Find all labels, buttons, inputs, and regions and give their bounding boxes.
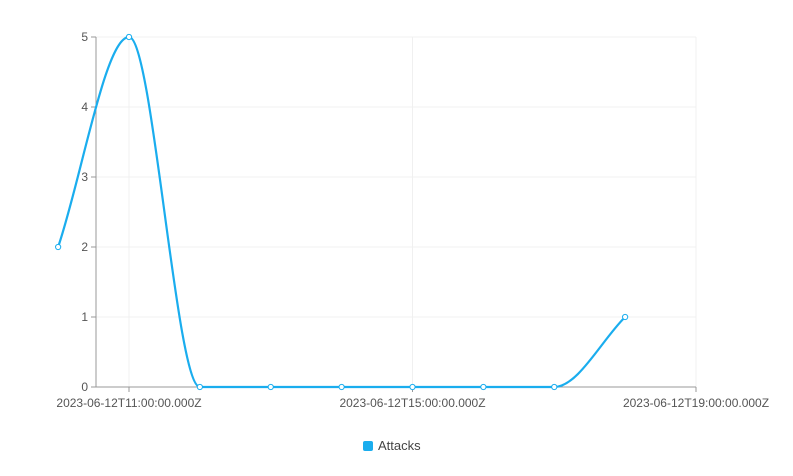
legend[interactable]: Attacks [363,438,421,453]
data-point[interactable] [338,383,345,391]
legend-swatch[interactable] [363,441,373,451]
data-point[interactable] [409,383,416,391]
points-layer [55,33,629,391]
y-tick-label: 3 [81,170,88,184]
y-tick-label: 2 [81,240,88,254]
data-point[interactable] [267,383,274,391]
series-layer [57,35,626,389]
data-point[interactable] [55,243,62,251]
grid-layer [96,36,697,387]
legend-label[interactable]: Attacks [378,438,421,453]
y-tick-label: 0 [81,380,88,394]
data-point[interactable] [551,383,558,391]
y-tick-label: 1 [81,310,88,324]
data-point[interactable] [196,383,203,391]
series-line-attacks [57,35,626,389]
data-point[interactable] [622,313,629,321]
y-tick-label: 5 [81,30,88,44]
x-tick-label: 2023-06-12T15:00:00.000Z [339,396,485,410]
x-tick-label: 2023-06-12T11:00:00.000Z [56,396,201,410]
x-tick-label: 2023-06-12T19:00:00.000Z [623,396,769,410]
y-tick-label: 4 [81,100,88,114]
data-point[interactable] [125,33,133,41]
data-point[interactable] [480,383,487,391]
